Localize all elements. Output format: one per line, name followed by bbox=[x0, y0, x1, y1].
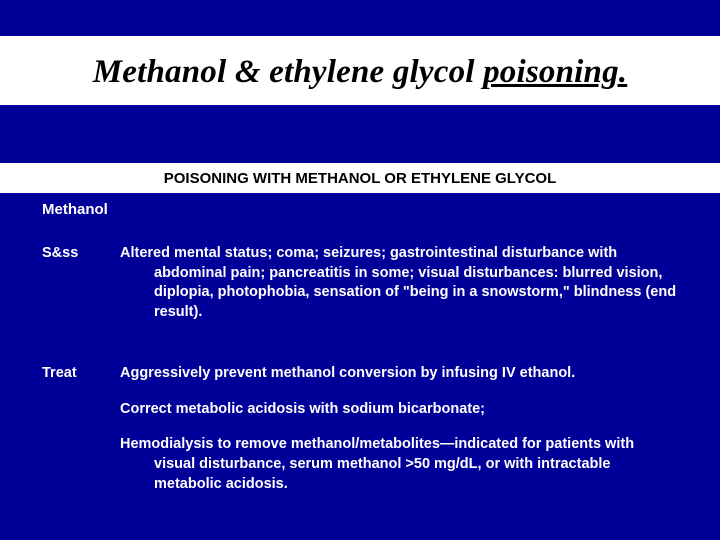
row-body-treat: Aggressively prevent methanol conversion… bbox=[120, 364, 678, 510]
sss-text: Altered mental status; coma; seizures; g… bbox=[120, 244, 678, 322]
title-plain: Methanol & ethylene glycol bbox=[93, 54, 483, 90]
treat-p2: Correct metabolic acidosis with sodium b… bbox=[120, 400, 678, 420]
slide-title: Methanol & ethylene glycol poisoning. bbox=[0, 36, 720, 105]
table-header: POISONING WITH METHANOL OR ETHYLENE GLYC… bbox=[0, 163, 720, 193]
row-treat: Treat Aggressively prevent methanol conv… bbox=[42, 364, 678, 510]
treat-p1: Aggressively prevent methanol conversion… bbox=[120, 364, 678, 384]
row-label-treat: Treat bbox=[42, 364, 120, 384]
treat-p3: Hemodialysis to remove methanol/metaboli… bbox=[120, 435, 678, 494]
slide: Methanol & ethylene glycol poisoning. PO… bbox=[0, 36, 720, 540]
row-sss: S&ss Altered mental status; coma; seizur… bbox=[42, 244, 678, 338]
title-underlined: poisoning. bbox=[483, 54, 627, 90]
row-body-sss: Altered mental status; coma; seizures; g… bbox=[120, 244, 678, 338]
row-label-sss: S&ss bbox=[42, 244, 120, 264]
section-label: Methanol bbox=[0, 193, 720, 218]
content-area: S&ss Altered mental status; coma; seizur… bbox=[0, 244, 720, 510]
